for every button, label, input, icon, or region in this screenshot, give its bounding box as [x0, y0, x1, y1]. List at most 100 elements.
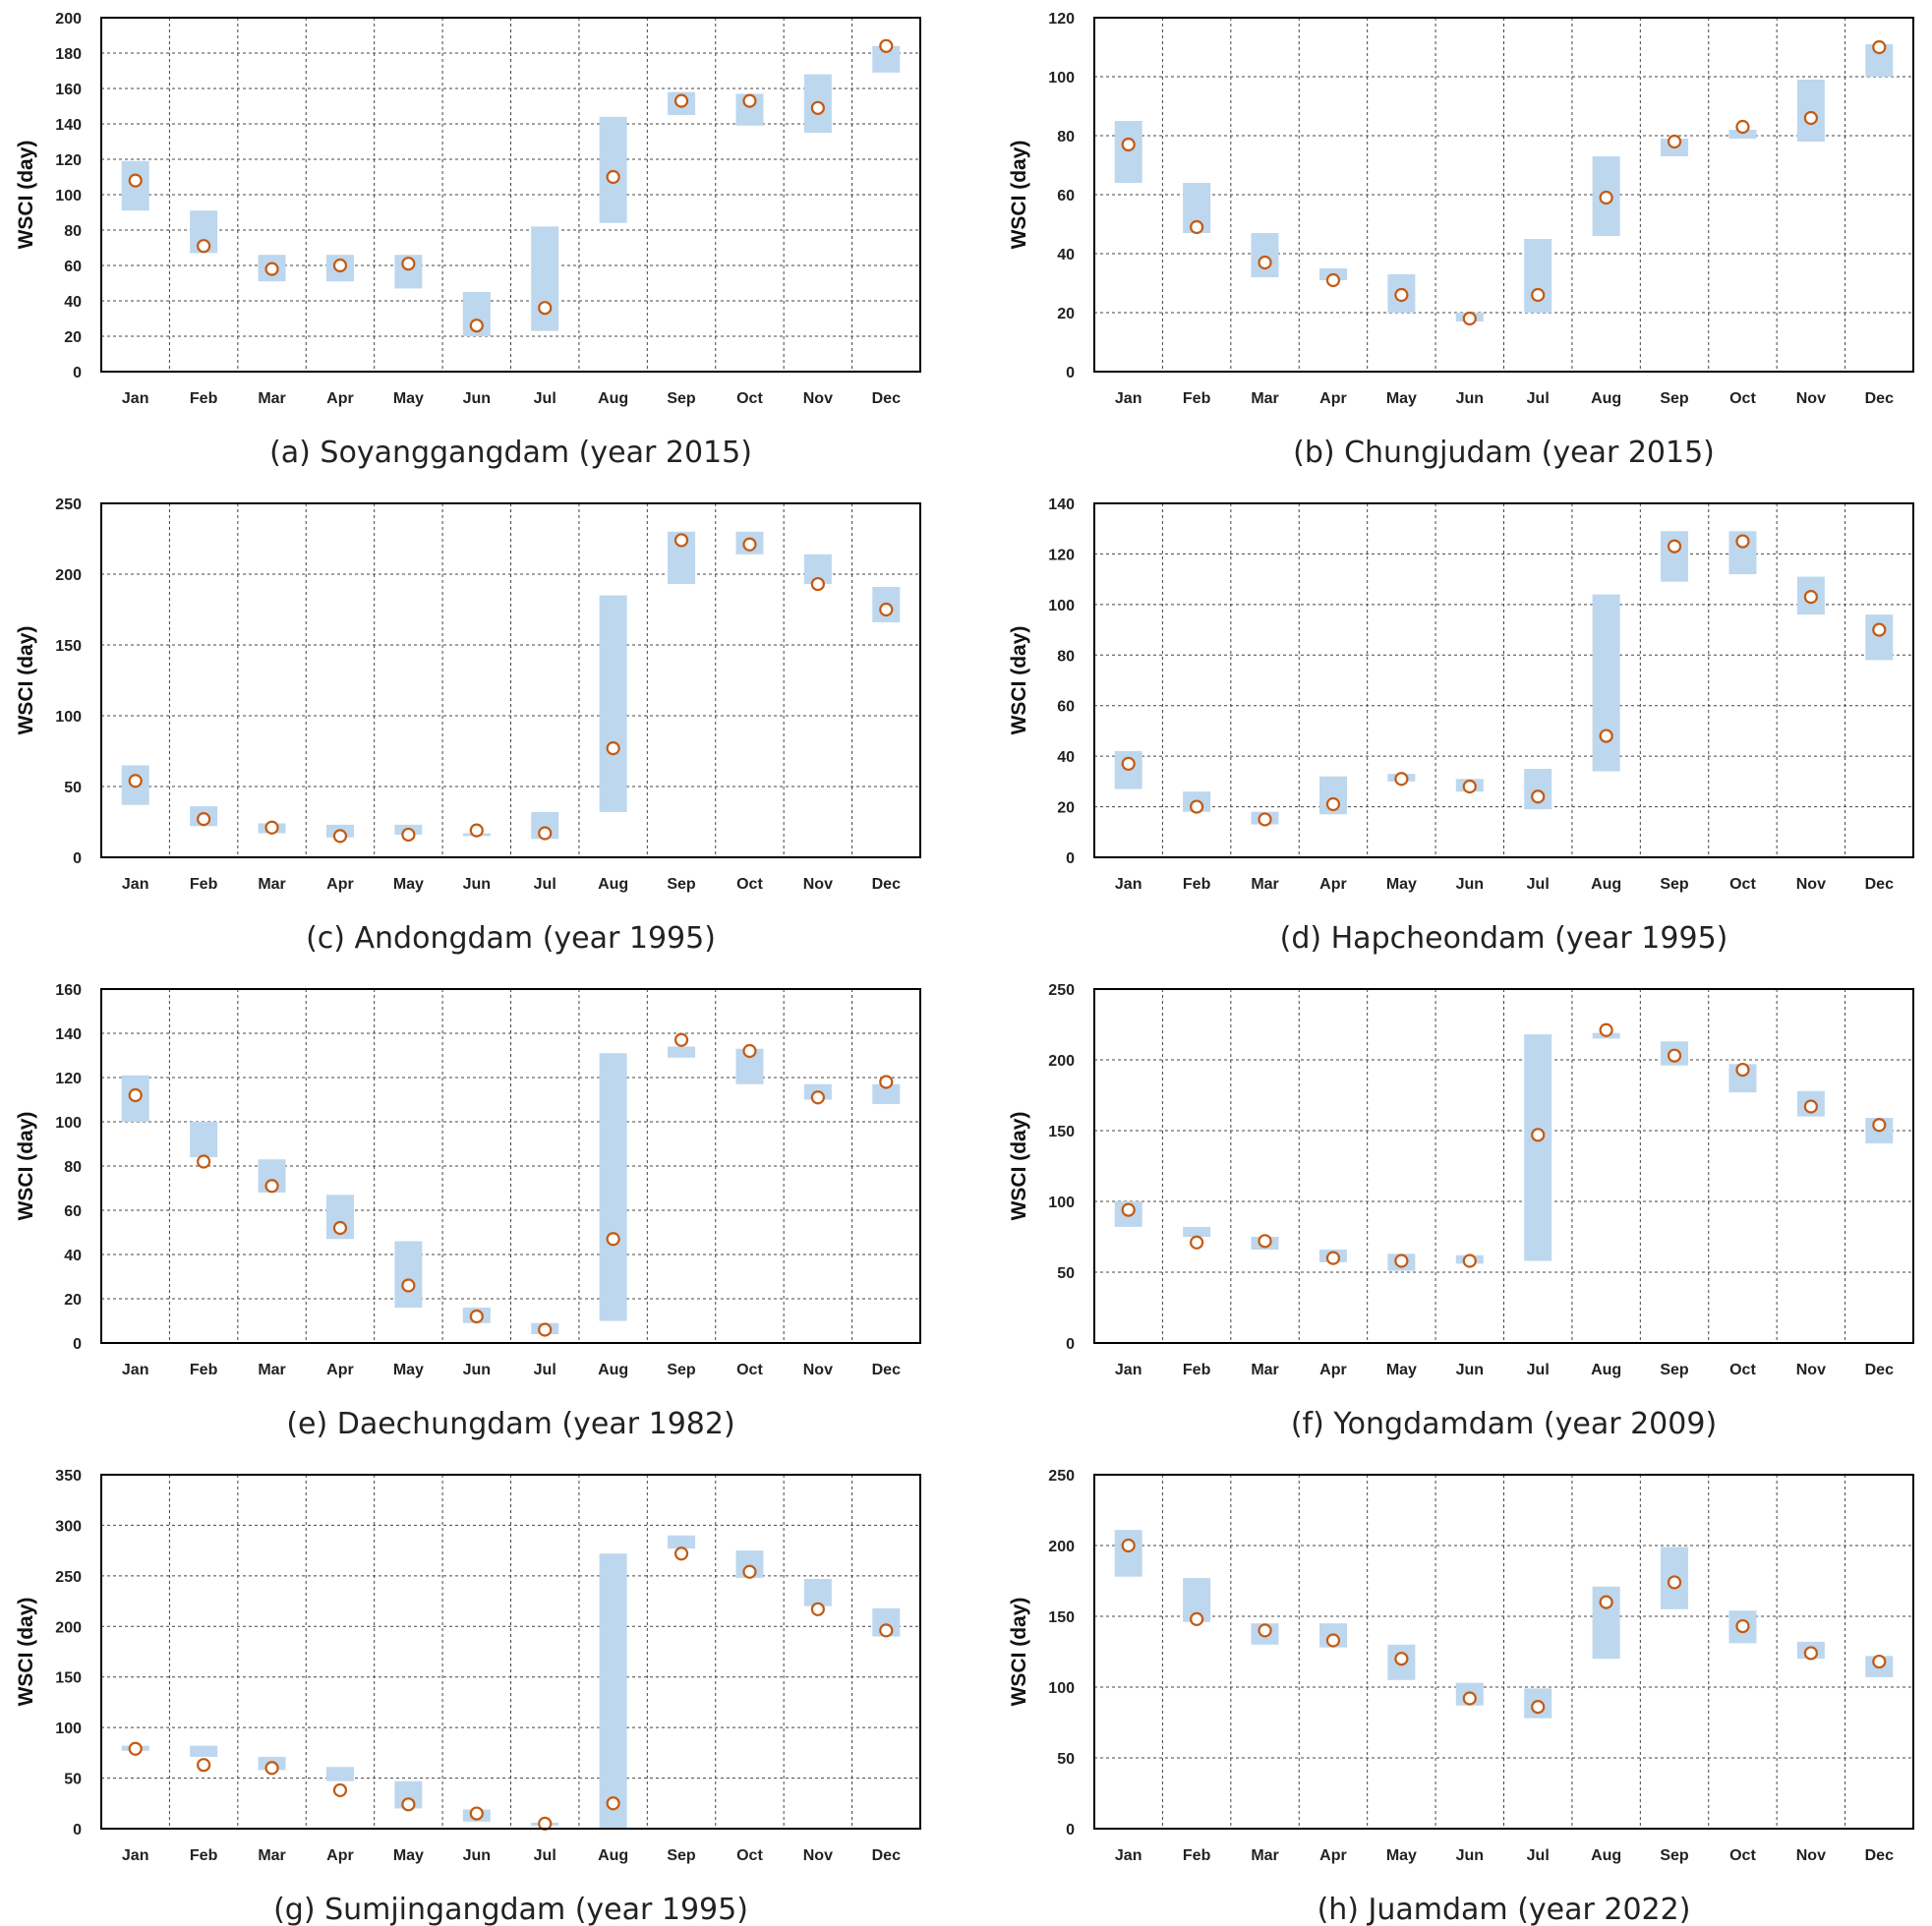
range-bar — [325, 1767, 354, 1781]
value-marker — [1872, 622, 1887, 637]
x-tick-label: Feb — [190, 876, 218, 893]
x-tick-label: Apr — [1319, 876, 1347, 893]
value-marker — [742, 537, 757, 552]
y-tick-label: 200 — [1048, 1053, 1075, 1070]
y-tick-label: 80 — [1057, 129, 1075, 146]
value-marker — [1735, 534, 1750, 549]
y-tick-label: 50 — [64, 1772, 82, 1788]
y-tick-label: 180 — [55, 46, 82, 63]
x-tick-label: Jan — [1115, 876, 1142, 893]
y-tick-label: 200 — [55, 567, 82, 584]
value-marker — [1258, 1234, 1272, 1249]
x-tick-label: Sep — [667, 876, 696, 893]
y-tick-label: 200 — [55, 11, 82, 28]
x-tick-label: Jul — [1527, 1362, 1550, 1378]
value-marker — [810, 576, 825, 592]
chart-panel-e: 0 20 40 60 80 100 120 140 160 Jan Feb Mar Apr May Jun J… — [15, 982, 921, 1441]
range-bar — [1728, 130, 1757, 139]
value-marker — [673, 1547, 689, 1561]
value-marker — [1190, 799, 1204, 814]
plot-frame — [100, 988, 921, 1344]
panel-caption: (h) Juamdam (year 2022) — [1317, 1893, 1691, 1926]
value-marker — [1325, 1251, 1341, 1265]
y-tick-label: 100 — [1048, 598, 1075, 614]
value-marker — [128, 774, 143, 788]
y-tick-label: 200 — [55, 1619, 82, 1636]
x-tick-label: Mar — [258, 876, 285, 893]
x-tick-label: Mar — [1251, 1362, 1278, 1378]
value-marker — [1394, 1254, 1409, 1268]
y-tick-label: 0 — [73, 365, 82, 381]
range-bar — [872, 1083, 901, 1104]
value-marker — [1531, 287, 1546, 303]
y-tick-label: 250 — [55, 496, 82, 513]
x-tick-label: Mar — [258, 1847, 285, 1864]
y-tick-label: 100 — [1048, 1680, 1075, 1697]
x-tick-label: Jun — [463, 1847, 491, 1864]
y-tick-label: 150 — [55, 638, 82, 655]
x-tick-label: Sep — [1660, 1847, 1689, 1864]
y-axis-label: WSCI (day) — [15, 141, 37, 250]
y-tick-label: 50 — [64, 780, 82, 796]
x-tick-label: Oct — [736, 1847, 763, 1864]
x-tick-label: Aug — [598, 876, 628, 893]
x-tick-label: Apr — [326, 390, 354, 407]
value-marker — [606, 1232, 620, 1247]
value-marker — [332, 258, 348, 273]
x-tick-label: Nov — [1796, 1362, 1826, 1378]
x-tick-label: Dec — [1865, 390, 1894, 407]
x-tick-label: Nov — [803, 1362, 833, 1378]
x-tick-label: Apr — [326, 1362, 354, 1378]
value-marker — [332, 829, 348, 844]
range-bar — [668, 1046, 696, 1058]
y-tick-label: 250 — [55, 1569, 82, 1586]
plot-frame — [100, 1474, 921, 1830]
x-tick-label: Sep — [667, 1362, 696, 1378]
x-tick-label: Oct — [1729, 390, 1756, 407]
y-tick-label: 60 — [1057, 699, 1075, 716]
value-marker — [401, 827, 416, 843]
value-marker — [1462, 1691, 1477, 1706]
x-tick-label: Jul — [1527, 876, 1550, 893]
x-tick-label: Mar — [1251, 390, 1278, 407]
value-marker — [128, 1087, 143, 1103]
y-tick-label: 60 — [64, 259, 82, 275]
y-tick-label: 0 — [1066, 850, 1075, 867]
y-axis-label: WSCI (day) — [15, 1598, 37, 1707]
value-marker — [673, 533, 689, 548]
range-bar — [1183, 1226, 1211, 1237]
x-tick-label: Jun — [463, 390, 491, 407]
value-marker — [197, 1758, 211, 1773]
panel-caption: (c) Andongdam (year 1995) — [306, 921, 716, 956]
value-marker — [1803, 1099, 1818, 1114]
x-tick-label: Feb — [1183, 1847, 1211, 1864]
y-tick-label: 0 — [1066, 365, 1075, 381]
y-axis-label: WSCI (day) — [1008, 626, 1030, 735]
x-tick-label: Jan — [122, 1362, 149, 1378]
x-tick-label: Jan — [122, 390, 149, 407]
value-marker — [1872, 1118, 1887, 1133]
value-marker — [1121, 756, 1136, 771]
range-bar — [531, 226, 559, 331]
x-tick-label: Feb — [190, 1362, 218, 1378]
x-tick-label: Jun — [463, 876, 491, 893]
value-marker — [879, 1623, 894, 1638]
y-tick-label: 120 — [55, 1071, 82, 1087]
value-marker — [469, 319, 484, 333]
value-marker — [538, 301, 553, 316]
value-marker — [673, 93, 689, 108]
range-bar — [1114, 1530, 1142, 1577]
y-tick-label: 20 — [1057, 306, 1075, 322]
y-tick-label: 20 — [64, 329, 82, 346]
y-tick-label: 0 — [1066, 1822, 1075, 1838]
chart-panel-a: 0 20 40 60 80 100 120 140 160 180 200 Jan Feb Mar Apr M… — [15, 11, 921, 470]
value-marker — [742, 1043, 757, 1059]
x-tick-label: Apr — [1319, 1847, 1347, 1864]
x-tick-label: Apr — [326, 1847, 354, 1864]
value-marker — [1394, 287, 1409, 303]
value-marker — [673, 1032, 689, 1047]
y-tick-label: 50 — [1057, 1751, 1075, 1768]
panel-caption: (g) Sumjingangdam (year 1995) — [273, 1893, 748, 1926]
x-tick-label: Jun — [1456, 1847, 1484, 1864]
